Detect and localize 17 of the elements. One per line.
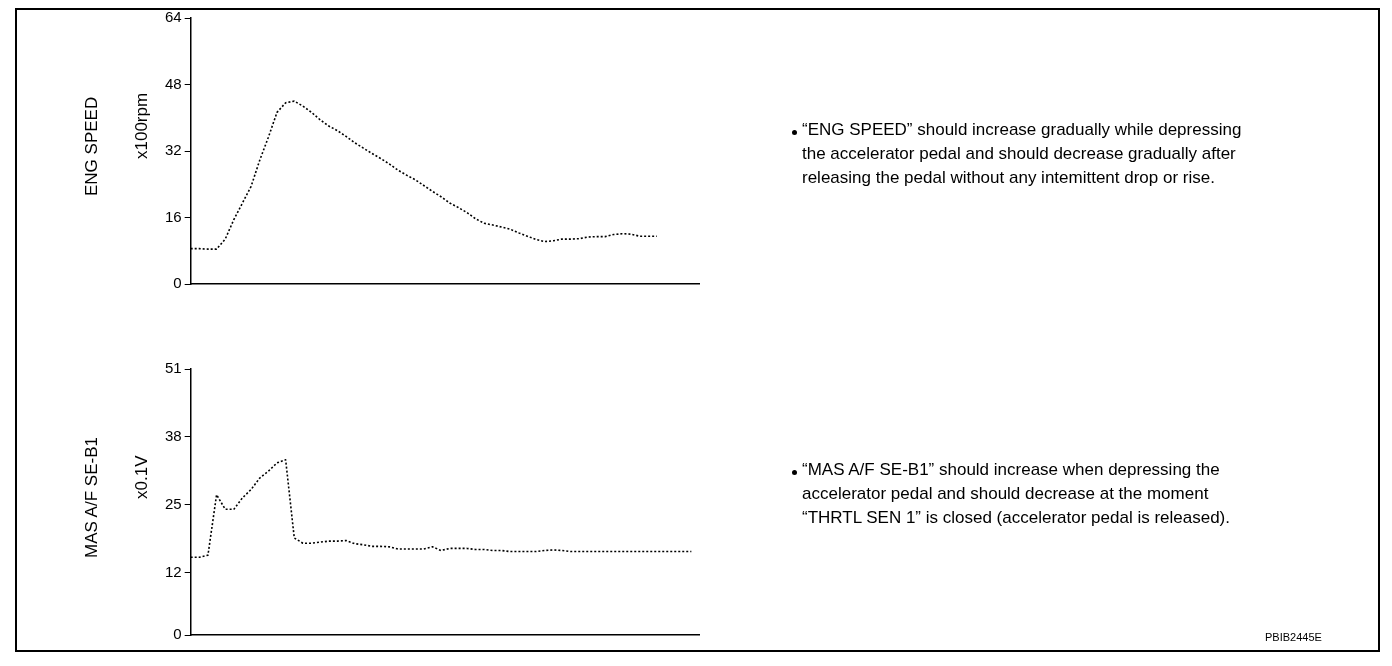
y-tick-label: 51 xyxy=(165,359,182,377)
y-tick-label: 16 xyxy=(165,207,182,225)
y-tick-label: 0 xyxy=(173,274,182,292)
text: “ENG SPEED” should increase gradually while depressing the accelerator pedal and should decrease gradually after releasing the pedal without any intemittent drop or rise. xyxy=(802,119,1242,189)
y-tick-label: 48 xyxy=(165,74,182,92)
y-axis-title: ENG SPEED xyxy=(82,96,102,196)
y-tick-label: 38 xyxy=(165,426,182,444)
text: PBIB2445E xyxy=(1265,631,1322,643)
y-tick-label: 25 xyxy=(165,494,182,512)
y-axis-title: MAS A/F SE-B1 xyxy=(82,436,102,558)
text: x0.1V xyxy=(132,455,152,499)
y-tick-label: 32 xyxy=(165,141,182,159)
y-tick-label: 12 xyxy=(165,562,182,580)
text: “MAS A/F SE-B1” should increase when depressing the accelerator pedal and should decrease at the moment “THRTL SEN 1” is closed (accelerator pedal is released). xyxy=(802,459,1231,529)
y-tick-label: 0 xyxy=(173,625,182,643)
y-tick-label: 64 xyxy=(165,8,182,26)
text: x100rpm xyxy=(132,92,152,159)
